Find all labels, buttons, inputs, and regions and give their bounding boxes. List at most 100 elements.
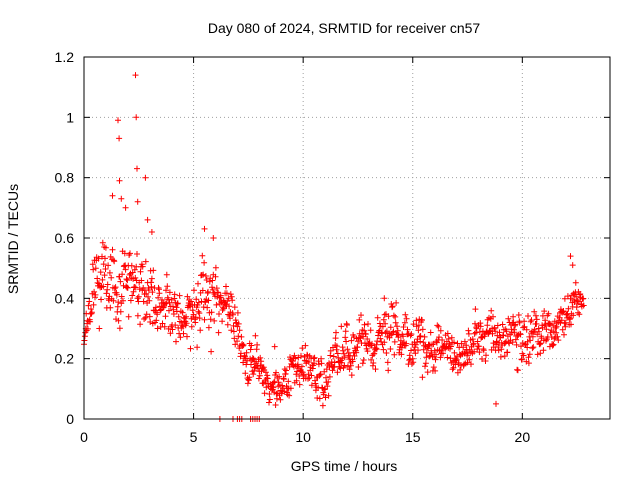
data-point bbox=[281, 388, 288, 395]
data-point bbox=[419, 374, 426, 381]
data-point bbox=[549, 342, 556, 349]
x-tick-label: 10 bbox=[295, 429, 311, 445]
data-point bbox=[103, 290, 110, 297]
data-point bbox=[88, 309, 95, 316]
data-point bbox=[201, 316, 208, 323]
data-point bbox=[223, 283, 229, 290]
chart-title: Day 080 of 2024, SRMTID for receiver cn5… bbox=[208, 20, 481, 36]
data-point bbox=[434, 322, 441, 329]
data-point bbox=[132, 274, 139, 281]
data-point bbox=[276, 373, 283, 380]
data-point bbox=[473, 325, 480, 332]
data-point bbox=[433, 339, 440, 346]
data-point bbox=[226, 303, 233, 310]
data-point bbox=[550, 322, 556, 329]
data-point bbox=[381, 295, 388, 302]
data-point bbox=[205, 288, 211, 295]
data-point bbox=[437, 354, 444, 361]
data-point bbox=[100, 283, 107, 290]
data-point bbox=[394, 323, 400, 330]
data-point bbox=[122, 204, 129, 211]
data-point bbox=[134, 198, 141, 205]
data-point bbox=[234, 338, 240, 345]
grid bbox=[84, 57, 610, 419]
data-point bbox=[209, 286, 216, 293]
x-axis-title: GPS time / hours bbox=[291, 458, 398, 474]
data-point bbox=[400, 324, 407, 330]
data-point bbox=[154, 311, 161, 318]
y-tick-label: 0.8 bbox=[55, 170, 75, 186]
data-point bbox=[242, 370, 249, 377]
data-point bbox=[525, 360, 532, 367]
data-point bbox=[273, 369, 279, 376]
data-point bbox=[340, 350, 347, 357]
data-point bbox=[565, 305, 572, 312]
data-point bbox=[511, 329, 518, 336]
data-point bbox=[148, 275, 155, 282]
data-point bbox=[415, 327, 422, 334]
data-point bbox=[355, 364, 362, 370]
data-point bbox=[177, 334, 184, 341]
data-point bbox=[400, 333, 407, 340]
y-axis-title: SRMTID / TECUs bbox=[5, 184, 21, 294]
data-point bbox=[124, 277, 131, 284]
data-point bbox=[90, 301, 97, 308]
data-point bbox=[95, 255, 102, 262]
data-point bbox=[275, 379, 282, 386]
data-point bbox=[279, 382, 286, 389]
data-point bbox=[361, 321, 368, 328]
data-point bbox=[393, 299, 400, 306]
data-point bbox=[380, 346, 387, 353]
data-point bbox=[470, 340, 477, 347]
data-point bbox=[141, 316, 148, 322]
data-point bbox=[407, 356, 414, 363]
data-point bbox=[176, 292, 183, 299]
data-point bbox=[192, 314, 199, 321]
data-point bbox=[407, 332, 414, 339]
data-point bbox=[419, 326, 426, 333]
data-point bbox=[564, 293, 571, 300]
y-tick-label: 1.2 bbox=[55, 49, 75, 65]
data-point bbox=[380, 316, 387, 323]
data-point bbox=[427, 329, 434, 336]
data-point bbox=[119, 271, 126, 278]
data-point bbox=[349, 358, 356, 365]
data-point bbox=[195, 308, 202, 315]
data-point bbox=[367, 327, 374, 334]
data-point bbox=[237, 350, 244, 357]
data-point bbox=[419, 317, 425, 324]
data-point bbox=[561, 331, 567, 338]
data-point bbox=[287, 385, 294, 392]
data-point bbox=[326, 373, 333, 380]
data-point bbox=[115, 117, 121, 124]
data-point bbox=[101, 272, 108, 279]
data-point bbox=[169, 326, 176, 333]
data-point bbox=[167, 330, 174, 337]
data-point bbox=[107, 304, 114, 311]
data-point bbox=[132, 72, 139, 79]
data-point bbox=[296, 381, 303, 388]
data-point bbox=[99, 239, 106, 246]
data-point bbox=[240, 359, 247, 366]
y-tick-label: 0.4 bbox=[55, 290, 75, 306]
data-point bbox=[505, 315, 512, 322]
data-point bbox=[238, 333, 245, 340]
data-point bbox=[342, 334, 349, 341]
data-point bbox=[155, 294, 162, 301]
data-point bbox=[173, 338, 179, 345]
data-point bbox=[496, 329, 503, 336]
y-tick-label: 0.2 bbox=[55, 351, 75, 367]
data-point bbox=[249, 355, 256, 362]
data-point bbox=[199, 252, 206, 259]
data-point bbox=[568, 321, 574, 328]
data-point bbox=[193, 296, 200, 303]
data-point bbox=[286, 392, 293, 399]
data-point bbox=[209, 277, 216, 284]
data-point bbox=[266, 391, 273, 397]
data-point bbox=[254, 341, 261, 348]
data-point bbox=[492, 328, 499, 335]
data-point bbox=[391, 351, 398, 358]
data-point bbox=[444, 330, 451, 337]
data-point bbox=[525, 354, 532, 361]
data-point bbox=[234, 323, 241, 330]
